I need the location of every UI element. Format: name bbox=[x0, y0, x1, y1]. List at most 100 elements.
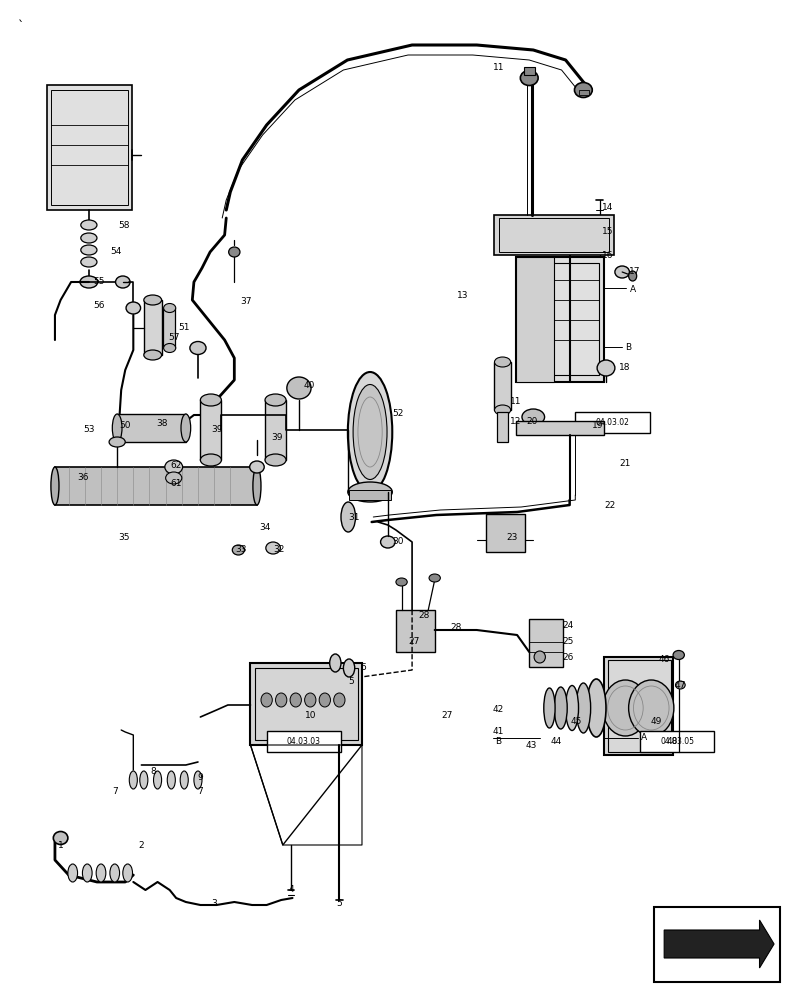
Circle shape bbox=[305, 693, 316, 707]
Ellipse shape bbox=[81, 245, 97, 255]
Ellipse shape bbox=[233, 545, 244, 555]
Ellipse shape bbox=[566, 686, 579, 730]
Text: 42: 42 bbox=[493, 706, 504, 714]
Bar bbox=[575, 412, 650, 433]
Ellipse shape bbox=[194, 771, 202, 789]
Ellipse shape bbox=[166, 472, 182, 484]
Text: 8: 8 bbox=[150, 768, 157, 776]
Circle shape bbox=[603, 680, 648, 736]
Ellipse shape bbox=[163, 304, 176, 312]
Text: 13: 13 bbox=[457, 290, 469, 300]
Ellipse shape bbox=[353, 384, 387, 480]
Text: 47: 47 bbox=[675, 680, 686, 690]
Bar bbox=[396, 610, 435, 652]
Text: 04.03.03: 04.03.03 bbox=[287, 737, 321, 746]
Bar bbox=[255, 668, 358, 740]
Text: 11: 11 bbox=[493, 64, 504, 73]
Text: 6: 6 bbox=[360, 662, 367, 672]
Text: 32: 32 bbox=[273, 546, 284, 554]
Text: 36: 36 bbox=[78, 474, 89, 483]
Text: 23: 23 bbox=[507, 532, 518, 542]
Ellipse shape bbox=[574, 83, 592, 98]
Ellipse shape bbox=[534, 651, 545, 663]
Text: 7: 7 bbox=[197, 788, 204, 796]
Ellipse shape bbox=[144, 350, 162, 360]
Text: 39: 39 bbox=[211, 426, 222, 434]
Ellipse shape bbox=[615, 266, 629, 278]
Text: 19: 19 bbox=[592, 420, 604, 430]
Text: 61: 61 bbox=[170, 479, 182, 488]
Text: 39: 39 bbox=[271, 434, 283, 442]
Text: 12: 12 bbox=[510, 416, 521, 426]
Text: 16: 16 bbox=[602, 250, 613, 259]
Ellipse shape bbox=[597, 360, 615, 376]
Bar bbox=[486, 514, 525, 552]
Bar bbox=[529, 619, 563, 667]
Ellipse shape bbox=[51, 467, 59, 505]
Bar bbox=[51, 90, 128, 205]
Ellipse shape bbox=[110, 864, 120, 882]
Ellipse shape bbox=[200, 394, 221, 406]
Text: 46: 46 bbox=[659, 656, 670, 664]
Circle shape bbox=[290, 693, 301, 707]
Text: 15: 15 bbox=[602, 228, 613, 236]
Text: 18: 18 bbox=[619, 363, 630, 372]
Ellipse shape bbox=[554, 687, 567, 729]
Ellipse shape bbox=[429, 574, 440, 582]
Text: 5: 5 bbox=[348, 678, 355, 686]
Text: 28: 28 bbox=[419, 610, 430, 619]
Bar bbox=[497, 412, 508, 442]
Text: 35: 35 bbox=[118, 534, 129, 542]
Text: 43: 43 bbox=[525, 740, 537, 750]
Text: 04.03.02: 04.03.02 bbox=[595, 418, 629, 427]
Text: 7: 7 bbox=[112, 788, 118, 796]
Bar bbox=[499, 218, 609, 252]
Ellipse shape bbox=[163, 344, 176, 353]
Ellipse shape bbox=[126, 302, 141, 314]
Text: 51: 51 bbox=[179, 324, 190, 332]
Ellipse shape bbox=[673, 650, 684, 660]
Ellipse shape bbox=[520, 70, 538, 86]
Text: 57: 57 bbox=[168, 332, 179, 342]
Bar bbox=[265, 400, 286, 460]
Text: 49: 49 bbox=[650, 718, 662, 726]
Text: 25: 25 bbox=[562, 638, 574, 647]
Ellipse shape bbox=[190, 342, 206, 355]
Bar bbox=[579, 90, 589, 95]
Ellipse shape bbox=[343, 659, 355, 677]
Ellipse shape bbox=[96, 864, 106, 882]
Bar bbox=[349, 490, 391, 500]
Text: 11: 11 bbox=[510, 397, 521, 406]
Ellipse shape bbox=[80, 276, 98, 288]
Bar bbox=[55, 467, 257, 505]
Ellipse shape bbox=[250, 461, 264, 473]
Ellipse shape bbox=[140, 771, 148, 789]
Text: 45: 45 bbox=[570, 718, 582, 726]
Text: A: A bbox=[641, 734, 647, 742]
Text: 33: 33 bbox=[235, 546, 246, 554]
Ellipse shape bbox=[82, 864, 92, 882]
Text: 26: 26 bbox=[562, 654, 574, 662]
Text: 55: 55 bbox=[94, 277, 105, 286]
Ellipse shape bbox=[167, 771, 175, 789]
Text: 20: 20 bbox=[526, 416, 537, 426]
Text: 37: 37 bbox=[241, 298, 252, 306]
Ellipse shape bbox=[165, 460, 183, 474]
Bar bbox=[144, 300, 162, 355]
Ellipse shape bbox=[330, 654, 341, 672]
Ellipse shape bbox=[341, 502, 356, 532]
Text: 31: 31 bbox=[348, 512, 360, 522]
Ellipse shape bbox=[116, 276, 130, 288]
Text: 22: 22 bbox=[604, 502, 616, 510]
Text: 54: 54 bbox=[110, 247, 121, 256]
Ellipse shape bbox=[348, 482, 393, 502]
Ellipse shape bbox=[123, 864, 133, 882]
Circle shape bbox=[319, 693, 330, 707]
Text: `: ` bbox=[18, 20, 24, 33]
Ellipse shape bbox=[129, 771, 137, 789]
Ellipse shape bbox=[265, 454, 286, 466]
Text: 44: 44 bbox=[550, 738, 562, 746]
Ellipse shape bbox=[494, 405, 511, 415]
Bar bbox=[163, 308, 175, 348]
Text: 2: 2 bbox=[139, 840, 144, 850]
